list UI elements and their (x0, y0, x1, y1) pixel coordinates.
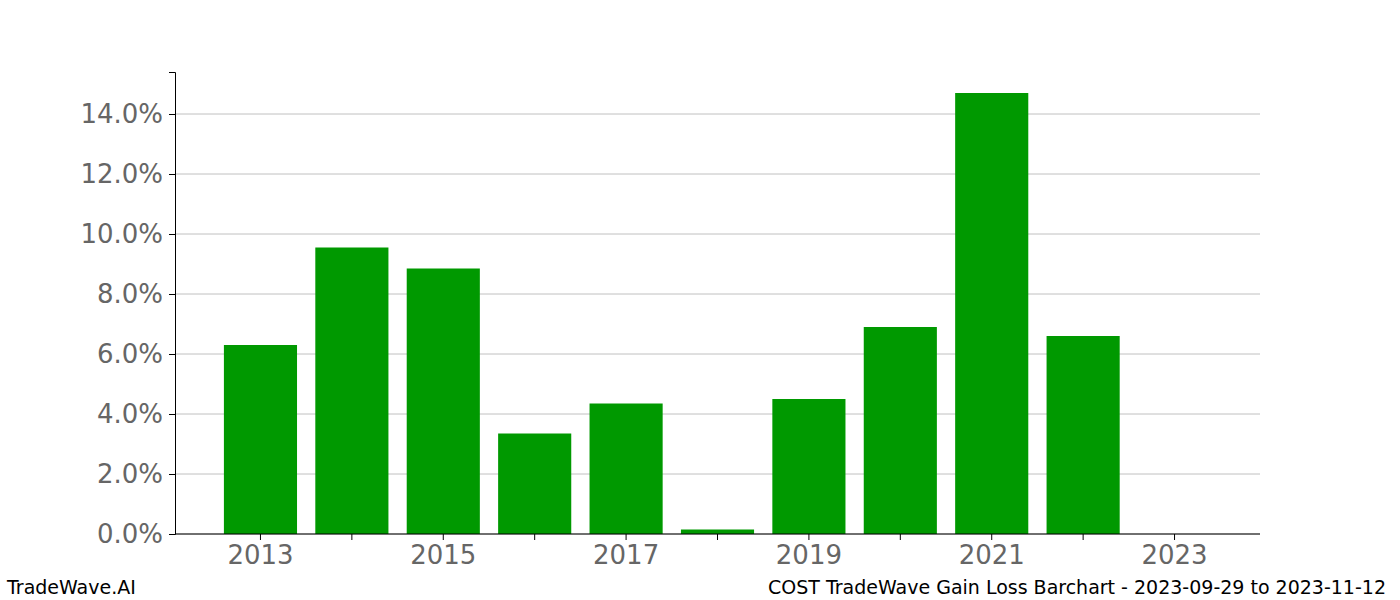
y-tick: 12.0% (80, 159, 175, 189)
grid-line (175, 174, 1260, 175)
y-tick-label: 8.0% (97, 279, 163, 309)
y-tick: 8.0% (97, 279, 175, 309)
bar (681, 530, 754, 535)
x-tick-mark (626, 534, 627, 540)
title: COST TradeWave Gain Loss Barchart - 2023… (768, 576, 1386, 598)
x-tick-mark (260, 534, 261, 540)
x-tick-mark (717, 534, 718, 540)
y-tick-mark (169, 414, 175, 415)
x-tick-mark (808, 534, 809, 540)
bar (315, 248, 388, 535)
y-tick: 0.0% (97, 519, 175, 549)
bar (498, 434, 571, 535)
grid (175, 114, 1260, 534)
watermark: TradeWave.AI (6, 576, 136, 598)
y-tick-mark (169, 294, 175, 295)
y-tick-label: 12.0% (80, 159, 163, 189)
y-tick-label: 2.0% (97, 459, 163, 489)
x-tick: 2023 (1141, 534, 1207, 570)
y-tick-mark (169, 534, 175, 535)
y-tick-label: 14.0% (80, 99, 163, 129)
x-tick-mark (351, 534, 352, 540)
y-axis-line (169, 73, 176, 535)
x-tick-mark (443, 534, 444, 540)
x-tick: 2021 (959, 534, 1025, 570)
y-tick-mark (169, 474, 175, 475)
bar (590, 404, 663, 535)
x-tick (717, 534, 718, 540)
y-tick-label: 4.0% (97, 399, 163, 429)
y-tick: 14.0% (80, 99, 175, 129)
y-tick-label: 6.0% (97, 339, 163, 369)
bar (407, 269, 480, 535)
x-tick (1083, 534, 1084, 540)
y-tick-label: 10.0% (80, 219, 163, 249)
y-tick: 2.0% (97, 459, 175, 489)
x-tick (351, 534, 352, 540)
grid-line (175, 114, 1260, 115)
bar (864, 327, 937, 534)
bar (955, 93, 1028, 534)
x-tick-mark (991, 534, 992, 540)
bar (1047, 336, 1120, 534)
x-tick-label: 2019 (776, 540, 842, 570)
grid-line (175, 234, 1260, 235)
y-tick-mark (169, 354, 175, 355)
bars (224, 93, 1120, 534)
y-tick: 6.0% (97, 339, 175, 369)
x-tick (534, 534, 535, 540)
x-tick-mark (1083, 534, 1084, 540)
x-tick (900, 534, 901, 540)
x-tick-label: 2021 (959, 540, 1025, 570)
y-tick: 4.0% (97, 399, 175, 429)
bar (772, 399, 845, 534)
x-tick-mark (534, 534, 535, 540)
x-tick: 2017 (593, 534, 659, 570)
x-tick: 2019 (776, 534, 842, 570)
x-tick-mark (900, 534, 901, 540)
y-tick-mark (169, 234, 175, 235)
chart: 0.0%2.0%4.0%6.0%8.0%10.0%12.0%14.0%20132… (0, 0, 1400, 600)
bar (224, 345, 297, 534)
y-tick-mark (169, 174, 175, 175)
x-axis: 2013 2015 2017 2019 2021 2023 (175, 534, 1260, 570)
y-tick-mark (169, 114, 175, 115)
x-tick-label: 2017 (593, 540, 659, 570)
x-tick-mark (1174, 534, 1175, 540)
x-tick: 2015 (410, 534, 476, 570)
y-axis: 0.0% 2.0% 4.0% 6.0% 8.0% 10.0% 12.0% 14.0% (80, 73, 175, 549)
x-tick-label: 2023 (1141, 540, 1207, 570)
y-tick: 10.0% (80, 219, 175, 249)
x-tick-label: 2013 (227, 540, 293, 570)
x-tick-label: 2015 (410, 540, 476, 570)
x-tick: 2013 (227, 534, 293, 570)
y-tick-label: 0.0% (97, 519, 163, 549)
